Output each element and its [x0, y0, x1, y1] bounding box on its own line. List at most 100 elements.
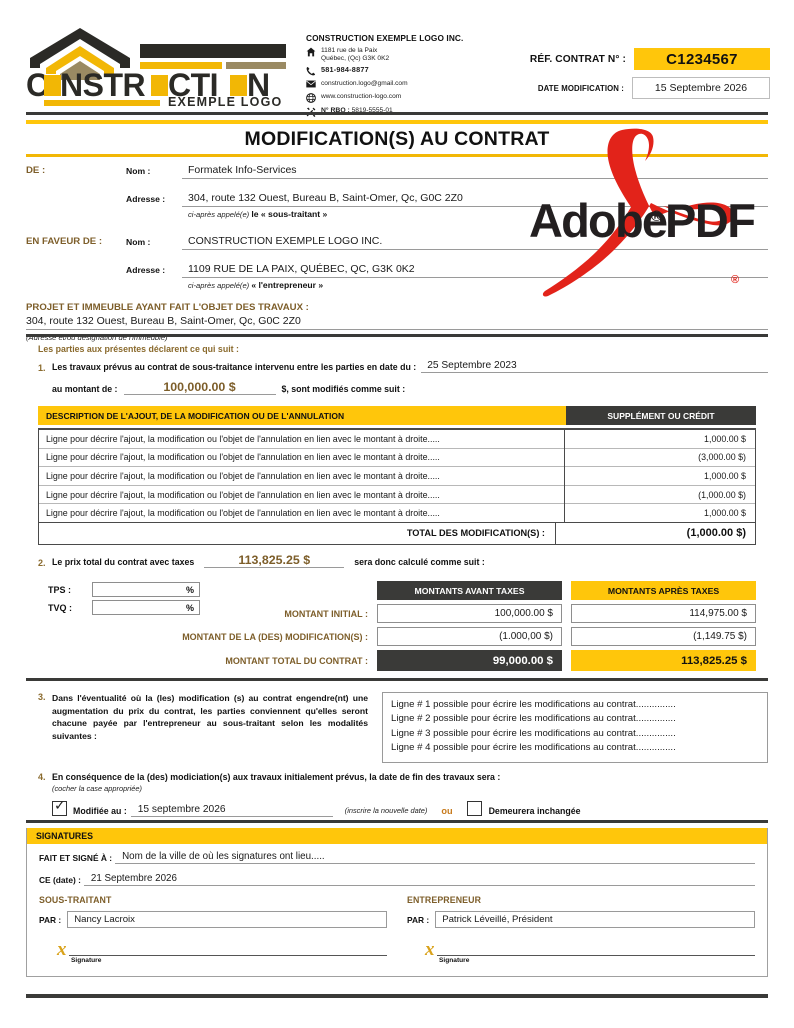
- table-row-amount[interactable]: 1,000.00 $: [565, 430, 755, 449]
- clause-1-date-value[interactable]: 25 Septembre 2023: [421, 360, 768, 373]
- amount-row-initial: MONTANT INITIAL : 100,000.00 $ 114,975.0…: [38, 604, 756, 623]
- tax-rate-box: TPS : % TVQ : %: [48, 582, 238, 618]
- home-icon: [306, 47, 321, 57]
- favor-address-value[interactable]: 1109 RUE DE LA PAIX, QUÉBEC, QC, G3K 0K2: [182, 263, 768, 278]
- favor-name-value[interactable]: CONSTRUCTION EXEMPLE LOGO INC.: [182, 235, 768, 250]
- table-row[interactable]: Ligne pour décrire l'ajout, la modificat…: [39, 430, 564, 449]
- amounts-grid: MONTANTS AVANT TAXES MONTANTS APRÈS TAXE…: [38, 581, 756, 675]
- amount-label-total: MONTANT TOTAL DU CONTRAT :: [225, 655, 368, 666]
- subcontractor-par-value[interactable]: Nancy Lacroix: [67, 911, 387, 928]
- table-row[interactable]: Ligne pour décrire l'ajout, la modificat…: [39, 449, 564, 468]
- modification-date-row: DATE MODIFICATION : 15 Septembre 2026: [500, 77, 770, 99]
- date-hint: (inscrire la nouvelle date): [344, 806, 428, 815]
- amount-initial-before[interactable]: 100,000.00 $: [377, 604, 562, 623]
- clause-1-amount-value[interactable]: 100,000.00 $: [123, 380, 276, 395]
- envelope-icon: [306, 80, 321, 88]
- contractor-signature-line[interactable]: x: [407, 939, 755, 960]
- favor-name-row: EN FAVEUR DE : Nom : CONSTRUCTION EXEMPL…: [26, 231, 768, 250]
- table-row[interactable]: Ligne pour décrire l'ajout, la modificat…: [39, 467, 564, 486]
- parties-divider: [26, 334, 768, 337]
- table-row[interactable]: Ligne pour décrire l'ajout, la modificat…: [46, 508, 440, 519]
- clause-4-options-row: ✓ Modifiée au : 15 septembre 2026 (inscr…: [38, 798, 768, 817]
- signed-place-row: FAIT ET SIGNÉ À : Nom de la ville de où …: [39, 851, 755, 864]
- or-label: ou: [441, 806, 453, 816]
- clause-intro: Les parties aux présentes déclarent ce q…: [38, 344, 239, 354]
- phone-icon: [306, 66, 321, 76]
- clause-2-total-value[interactable]: 113,825.25 $: [204, 553, 345, 568]
- tvq-input[interactable]: %: [92, 600, 200, 615]
- title-divider-gold-bottom: [26, 154, 768, 157]
- from-address-value[interactable]: 304, route 132 Ouest, Bureau B, Saint-Om…: [182, 192, 768, 207]
- amount-total-before: 99,000.00 $: [377, 650, 562, 671]
- from-address-row: Adresse : 304, route 132 Ouest, Bureau B…: [26, 188, 768, 207]
- table-description-column: Ligne pour décrire l'ajout, la modificat…: [39, 430, 564, 522]
- contact-website: www.construction-logo.com: [306, 93, 486, 104]
- clause-2-text-before: Le prix total du contrat avec taxes: [52, 557, 195, 567]
- contractor-par-label: PAR :: [407, 914, 430, 925]
- clause-2: 2. Le prix total du contrat avec taxes 1…: [38, 553, 768, 568]
- clause-3-lines-box[interactable]: Ligne # 1 possible pour écrire les modif…: [382, 692, 768, 763]
- clause-2-header-row: 2. Le prix total du contrat avec taxes 1…: [38, 553, 768, 568]
- contractor-par-row: PAR : Patrick Léveillé, Président: [407, 911, 755, 928]
- modification-date-value[interactable]: 15 Septembre 2026: [632, 77, 770, 99]
- table-total-row: TOTAL DES MODIFICATION(S) : (1,000.00 $): [38, 522, 756, 545]
- clause-3: 3. Dans l'éventualité où la (les) modifi…: [38, 692, 768, 763]
- table-row-amount[interactable]: (1,000.00 $): [565, 486, 755, 505]
- project-value[interactable]: 304, route 132 Ouest, Bureau B, Saint-Om…: [26, 315, 768, 330]
- clause-4-header: 4. En conséquence de la (des) modiciatio…: [38, 772, 768, 782]
- signatures-section: SIGNATURES FAIT ET SIGNÉ À : Nom de la v…: [26, 828, 768, 977]
- table-total-value: (1,000.00 $): [555, 522, 755, 544]
- signed-date-label: CE (date) :: [39, 875, 81, 885]
- signed-place-label: FAIT ET SIGNÉ À :: [39, 853, 113, 863]
- modified-date-value[interactable]: 15 septembre 2026: [130, 804, 333, 817]
- title-divider-gold-top: [26, 120, 768, 124]
- amount-total-after: 113,825.25 $: [571, 650, 756, 671]
- amount-modification-after[interactable]: (1,149.75 $): [571, 627, 756, 646]
- amounts-header-row: MONTANTS AVANT TAXES MONTANTS APRÈS TAXE…: [38, 581, 756, 600]
- contract-ref-row: RÉF. CONTRAT N° : C1234567: [500, 48, 770, 70]
- favor-name-label: Nom :: [126, 237, 151, 247]
- signed-date-value[interactable]: 21 Septembre 2026: [83, 873, 755, 886]
- name-label: Nom :: [126, 166, 151, 176]
- table-row[interactable]: Ligne pour décrire l'ajout, la modificat…: [39, 486, 564, 505]
- tps-input[interactable]: %: [92, 582, 200, 597]
- from-name-value[interactable]: Formatek Info-Services: [182, 164, 768, 179]
- signed-place-value[interactable]: Nom de la ville de où les signatures ont…: [115, 851, 755, 864]
- contractor-par-value[interactable]: Patrick Léveillé, Président: [435, 911, 755, 928]
- contact-address: 1181 rue de la Paix Québec, (Qc) G3K 0K2: [306, 47, 486, 64]
- rbq-label: N° RBQ :: [321, 106, 350, 114]
- clause-4-text: En conséquence de la (des) modiciation(s…: [52, 772, 501, 782]
- contractor-signature-block: ENTREPRENEUR PAR : Patrick Léveillé, Pré…: [407, 895, 755, 964]
- clause-3-line[interactable]: Ligne # 4 possible pour écrire les modif…: [391, 742, 676, 754]
- from-label: DE :: [26, 165, 46, 176]
- contract-ref-value[interactable]: C1234567: [634, 48, 770, 70]
- table-header-amount: SUPPLÉMENT OU CRÉDIT: [566, 406, 756, 425]
- modified-checkbox[interactable]: ✓: [52, 798, 67, 816]
- clause-1-main-row: 1. Les travaux prévus au contrat de sous…: [38, 360, 768, 373]
- contractor-role: ENTREPRENEUR: [407, 895, 482, 905]
- amount-modification-before[interactable]: (1.000,00 $): [377, 627, 562, 646]
- clause-3-line[interactable]: Ligne # 2 possible pour écrire les modif…: [391, 713, 676, 725]
- table-amount-column: 1,000.00 $ (3,000.00 $) 1,000.00 $ (1,00…: [564, 430, 755, 522]
- table-row-amount[interactable]: 1,000.00 $: [565, 467, 755, 486]
- clause-3-line[interactable]: Ligne # 3 possible pour écrire les modif…: [391, 727, 676, 739]
- amount-initial-after[interactable]: 114,975.00 $: [571, 604, 756, 623]
- company-contact-block: CONSTRUCTION EXEMPLE LOGO INC. 1181 rue …: [306, 33, 486, 120]
- table-row-amount[interactable]: 1,000.00 $: [704, 508, 746, 519]
- clause-3-text: Dans l'éventualité où la (les) modificat…: [52, 693, 368, 741]
- favor-address-label: Adresse :: [126, 265, 166, 275]
- from-note: ci-après appelé(e) le « sous-traitant »: [188, 209, 328, 219]
- subcontractor-signature-line[interactable]: x: [39, 940, 387, 959]
- signature-x-icon: x: [425, 939, 435, 960]
- header-divider-dark: [26, 112, 768, 115]
- document-header: C NSTR CTI N EXEMPLE LOGO CONSTRUCTION E…: [0, 0, 794, 117]
- clause-1-amount-row: au montant de : 100,000.00 $ $, sont mod…: [38, 380, 768, 395]
- table-total-label: TOTAL DES MODIFICATION(S) :: [406, 528, 545, 539]
- table-row-amount[interactable]: (3,000.00 $): [565, 449, 755, 468]
- col-header-after-taxes: MONTANTS APRÈS TAXES: [571, 581, 756, 600]
- clause-1-amount-label: au montant de :: [52, 384, 118, 394]
- subcontractor-signature-block: SOUS-TRAITANT PAR : Nancy Lacroix x Sign…: [39, 895, 387, 964]
- unchanged-checkbox[interactable]: [466, 801, 482, 816]
- table-header-row: DESCRIPTION DE L'AJOUT, DE LA MODIFICATI…: [38, 406, 756, 425]
- clause-3-line[interactable]: Ligne # 1 possible pour écrire les modif…: [391, 699, 676, 710]
